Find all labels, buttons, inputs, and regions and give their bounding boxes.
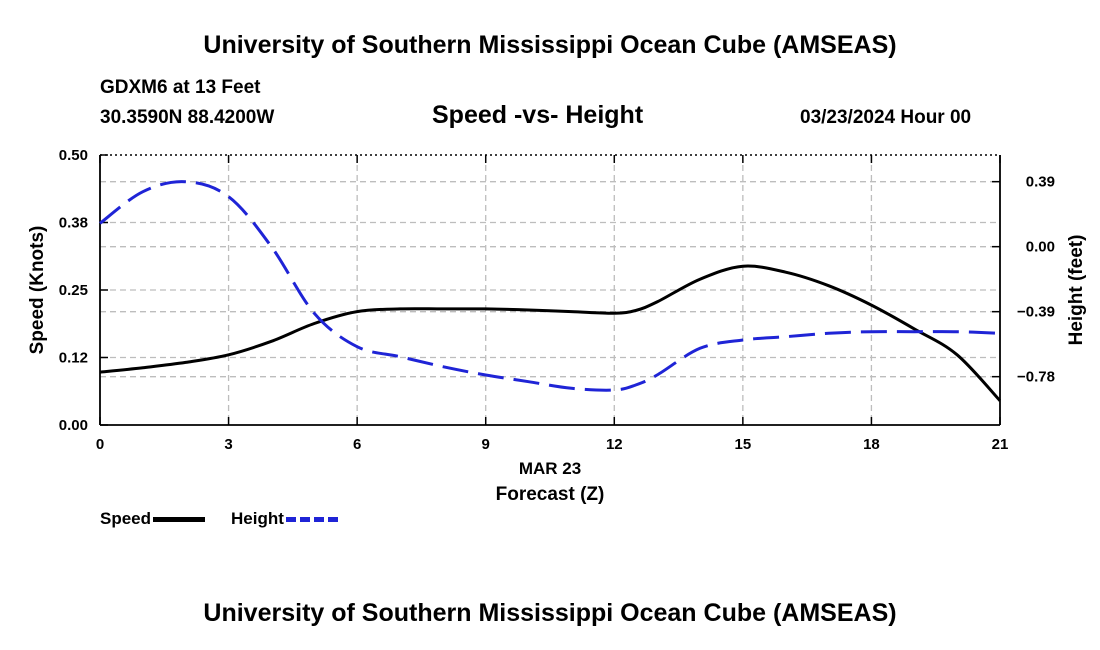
legend-height-swatch <box>285 516 338 522</box>
x-tick-label: 12 <box>606 436 623 453</box>
legend-height: Height <box>231 509 338 529</box>
chart-title: Speed -vs- Height <box>432 101 644 129</box>
footer-title: University of Southern Mississippi Ocean… <box>203 599 897 627</box>
y-axis-title: Speed (Knots) <box>27 226 48 355</box>
y-tick-label: 0.38 <box>59 215 88 232</box>
x-tick-label: 9 <box>482 436 490 453</box>
y2-tick-label: 0.00 <box>1026 239 1055 256</box>
y-tick-label: 0.50 <box>59 147 88 164</box>
legend-height-label: Height <box>231 509 284 528</box>
x-tick-label: 18 <box>863 436 880 453</box>
grid-lines <box>100 155 1000 425</box>
x-axis-title: Forecast (Z) <box>496 484 605 505</box>
x-tick-label: 15 <box>735 436 752 453</box>
x-tick-label: 6 <box>353 436 361 453</box>
y-tick-label: 0.00 <box>59 417 88 434</box>
y2-tick-label: −0.78 <box>1017 369 1055 386</box>
x-tick-label: 0 <box>96 436 104 453</box>
plot-axes: 0 3 6 9 12 15 18 21 0.00 0.12 0.25 0.38 0.50 0.39 0.00… <box>59 147 1055 453</box>
station-coordinates: 30.3590N 88.4200W <box>100 107 275 128</box>
y2-tick-label: 0.39 <box>1026 174 1055 191</box>
station-label: GDXM6 at 13 Feet <box>100 77 261 98</box>
x-axis-date-label: MAR 23 <box>519 459 581 478</box>
legend-speed-swatch <box>153 516 206 522</box>
speed-series-line <box>99 264 1002 402</box>
forecast-date: 03/23/2024 Hour 00 <box>800 107 972 128</box>
y-tick-label: 0.12 <box>59 350 88 367</box>
y-tick-label: 0.25 <box>59 282 88 299</box>
page-title: University of Southern Mississippi Ocean… <box>203 31 897 59</box>
legend-speed: Speed <box>100 509 206 529</box>
y2-axis-title: Height (feet) <box>1066 235 1087 346</box>
legend-speed-label: Speed <box>100 509 152 528</box>
x-tick-label: 3 <box>224 436 232 453</box>
x-tick-label: 21 <box>992 436 1009 453</box>
axis-labels: MAR 23 Forecast (Z) Speed (Knots) Height… <box>27 226 1087 505</box>
y2-tick-label: −0.39 <box>1017 304 1055 321</box>
series-lines <box>99 180 1002 402</box>
height-series-line <box>99 180 1001 392</box>
